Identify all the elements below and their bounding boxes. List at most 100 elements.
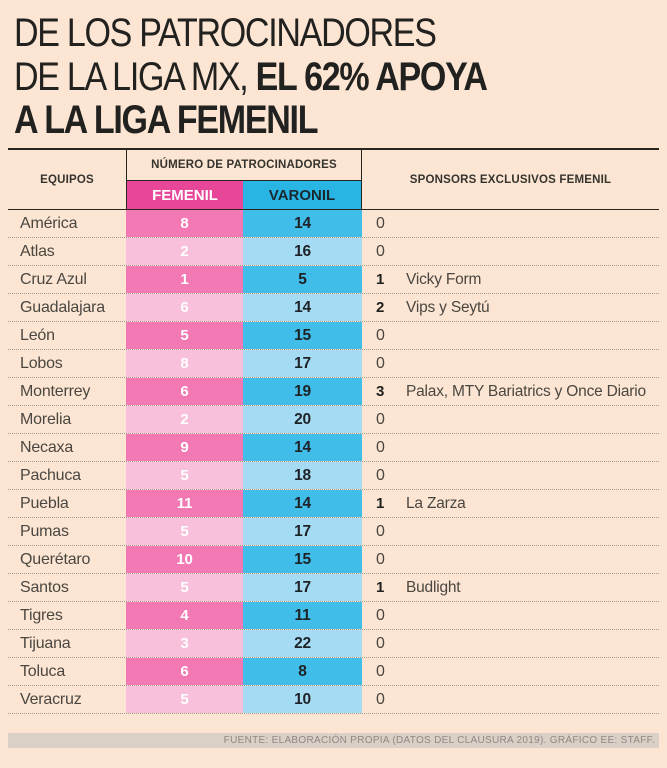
femenil-count: 10 <box>126 546 243 573</box>
varonil-count: 15 <box>243 322 362 349</box>
exclusive-count: 0 <box>376 466 385 484</box>
team-name: Monterrey <box>20 382 91 400</box>
title-line-2-regular: DE LA LIGA MX, <box>14 54 256 99</box>
varonil-count: 18 <box>243 462 362 489</box>
team-name: Atlas <box>20 242 55 260</box>
table-row: Santos 5 17 1 Budlight <box>8 574 659 602</box>
femenil-count: 5 <box>126 462 243 489</box>
varonil-count: 8 <box>243 658 362 685</box>
table-body: América 8 14 0 Atlas 2 16 0 Cruz Azul 1 5 1 Vicky Fo… <box>8 210 659 714</box>
exclusive-count: 2 <box>376 299 385 316</box>
table-row: Monterrey 6 19 3 Palax, MTY Bariatrics y Onc… <box>8 378 659 406</box>
team-name: Tijuana <box>20 634 71 652</box>
varonil-count: 11 <box>243 602 362 629</box>
team-name: Pumas <box>20 522 69 540</box>
varonil-count: 16 <box>243 238 362 265</box>
exclusive-count: 0 <box>376 438 385 456</box>
femenil-count: 1 <box>126 266 243 293</box>
sponsors-cell: 2 Vips y Seytú <box>362 294 659 321</box>
sponsors-cell: 0 <box>362 350 659 377</box>
table-row: Puebla 11 14 1 La Zarza <box>8 490 659 518</box>
table-row: León 5 15 0 <box>8 322 659 350</box>
exclusive-sponsors: La Zarza <box>406 494 466 512</box>
table-row: Guadalajara 6 14 2 Vips y Seytú <box>8 294 659 322</box>
team-name: Guadalajara <box>20 298 105 316</box>
exclusive-count: 0 <box>376 354 385 372</box>
femenil-count: 2 <box>126 406 243 433</box>
femenil-count: 5 <box>126 574 243 601</box>
femenil-count: 5 <box>126 686 243 713</box>
sponsors-cell: 1 Vicky Form <box>362 266 659 293</box>
sponsors-cell: 1 La Zarza <box>362 490 659 517</box>
femenil-count: 6 <box>126 378 243 405</box>
table-row: Tijuana 3 22 0 <box>8 630 659 658</box>
source-bar: FUENTE: ELABORACIÓN PROPIA (DATOS DEL CL… <box>8 733 659 748</box>
femenil-count: 4 <box>126 602 243 629</box>
sponsors-cell: 0 <box>362 546 659 573</box>
femenil-count: 5 <box>126 518 243 545</box>
sponsors-cell: 1 Budlight <box>362 574 659 601</box>
femenil-count: 5 <box>126 322 243 349</box>
varonil-count: 5 <box>243 266 362 293</box>
table-row: Querétaro 10 15 0 <box>8 546 659 574</box>
sponsors-cell: 3 Palax, MTY Bariatrics y Once Diario <box>362 378 659 405</box>
varonil-count: 10 <box>243 686 362 713</box>
team-name: Toluca <box>20 662 66 680</box>
team-name: Necaxa <box>20 438 74 456</box>
team-name: Cruz Azul <box>20 270 87 288</box>
femenil-count: 6 <box>126 658 243 685</box>
femenil-count: 6 <box>126 294 243 321</box>
sponsors-cell: 0 <box>362 238 659 265</box>
sponsors-cell: 0 <box>362 602 659 629</box>
exclusive-count: 0 <box>376 410 385 428</box>
varonil-count: 22 <box>243 630 362 657</box>
table-row: Cruz Azul 1 5 1 Vicky Form <box>8 266 659 294</box>
table-row: Pumas 5 17 0 <box>8 518 659 546</box>
femenil-count: 9 <box>126 434 243 461</box>
title-line-2-bold: EL 62% APOYA <box>255 54 488 99</box>
sponsors-cell: 0 <box>362 462 659 489</box>
exclusive-count: 0 <box>376 550 385 568</box>
varonil-count: 20 <box>243 406 362 433</box>
team-name: Santos <box>20 578 69 596</box>
varonil-count: 17 <box>243 574 362 601</box>
title-line-1-text: DE LOS PATROCINADORES <box>14 11 437 55</box>
team-name: Morelia <box>20 410 72 428</box>
exclusive-count: 1 <box>376 271 385 288</box>
exclusive-sponsors: Vips y Seytú <box>406 298 490 316</box>
team-name: Puebla <box>20 494 69 512</box>
exclusive-count: 0 <box>376 214 385 232</box>
team-name: Veracruz <box>20 690 82 708</box>
exclusive-count: 0 <box>376 662 385 680</box>
team-name: Tigres <box>20 606 63 624</box>
sponsors-cell: 0 <box>362 658 659 685</box>
femenil-count: 8 <box>126 210 243 237</box>
table-row: Pachuca 5 18 0 <box>8 462 659 490</box>
column-header-equipos: EQUIPOS <box>40 173 94 186</box>
varonil-count: 14 <box>243 210 362 237</box>
varonil-count: 14 <box>243 490 362 517</box>
table-row: América 8 14 0 <box>8 210 659 238</box>
table-row: Veracruz 5 10 0 <box>8 686 659 714</box>
table-row: Lobos 8 17 0 <box>8 350 659 378</box>
exclusive-count: 0 <box>376 242 385 260</box>
title-line-3-bold: A LA LIGA FEMENIL <box>14 98 318 142</box>
exclusive-count: 1 <box>376 579 385 596</box>
title-line-1: DE LOS PATROCINADORES <box>14 11 487 56</box>
column-header-femenil: FEMENIL <box>126 181 243 209</box>
varonil-count: 14 <box>243 434 362 461</box>
sponsors-cell: 0 <box>362 406 659 433</box>
exclusive-sponsors: Budlight <box>406 578 461 596</box>
column-header-varonil: VARONIL <box>243 181 362 209</box>
title-block: DE LOS PATROCINADORES DE LA LIGA MX, EL … <box>14 11 488 143</box>
exclusive-count: 0 <box>376 522 385 540</box>
sponsors-cell: 0 <box>362 686 659 713</box>
team-name: Lobos <box>20 354 63 372</box>
varonil-count: 17 <box>243 350 362 377</box>
team-name: León <box>20 326 55 344</box>
exclusive-count: 0 <box>376 606 385 624</box>
femenil-count: 3 <box>126 630 243 657</box>
exclusive-count: 3 <box>376 383 385 400</box>
table-row: Toluca 6 8 0 <box>8 658 659 686</box>
